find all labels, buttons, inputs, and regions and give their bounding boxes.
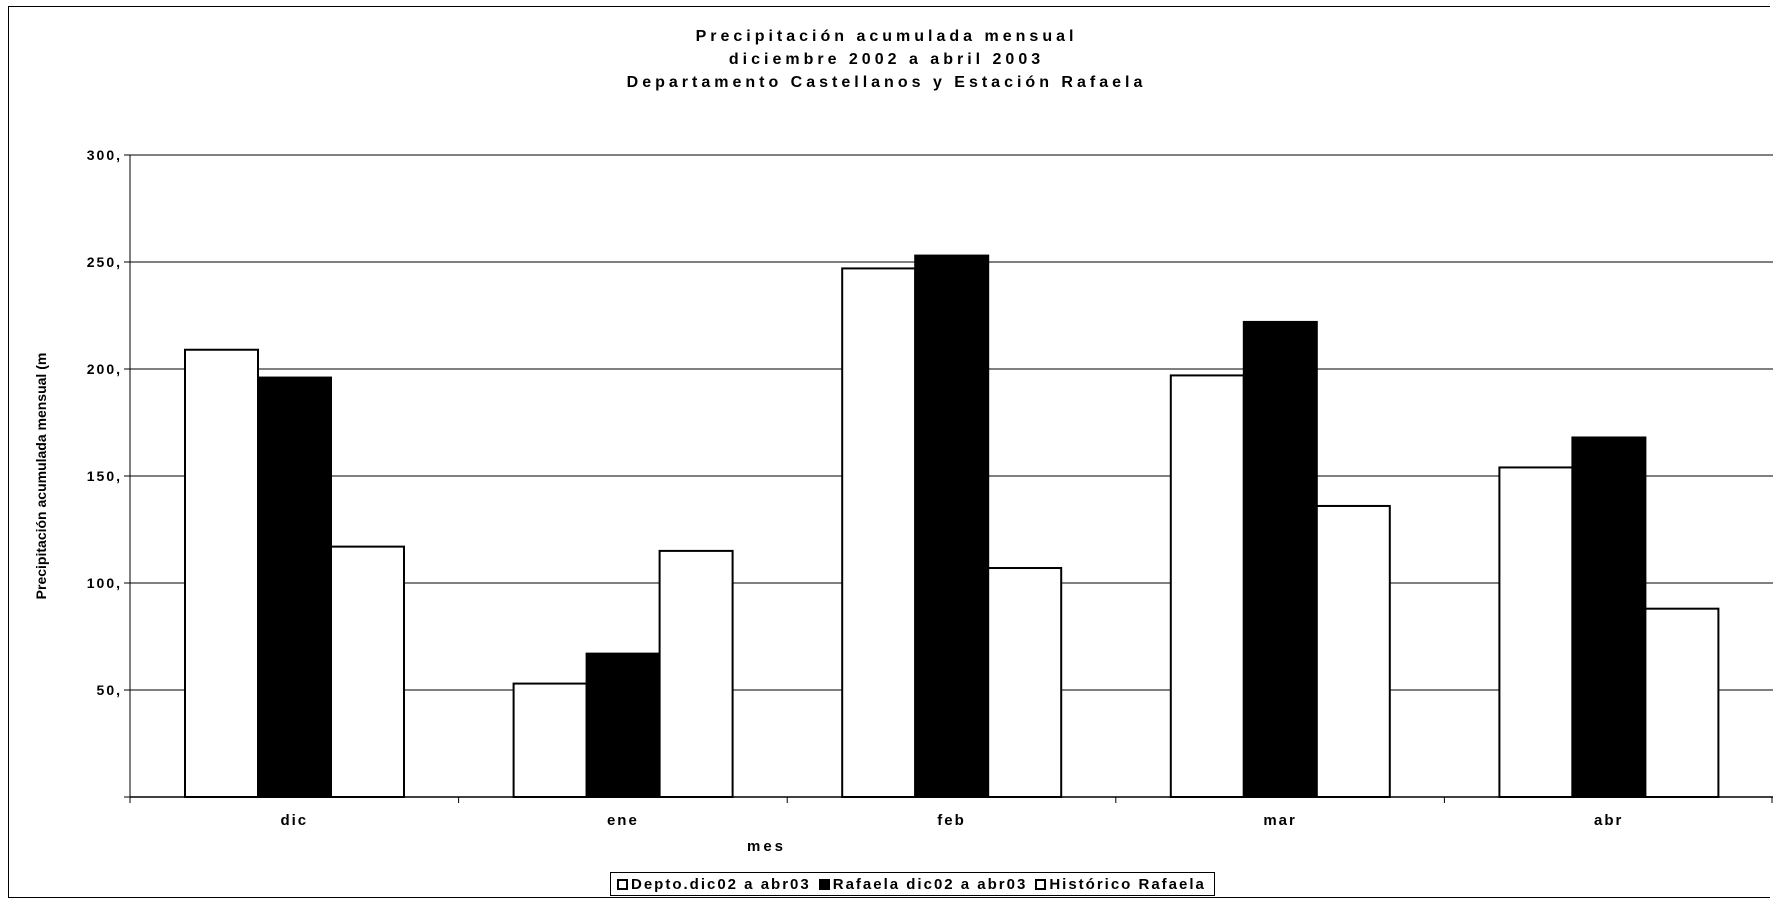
legend-item-historico: Histórico Rafaela	[1035, 876, 1206, 893]
bar-feb-3	[987, 567, 1063, 799]
bar-abr-3	[1644, 607, 1720, 798]
legend-swatch-rafaela	[818, 878, 830, 890]
chart-frame	[8, 6, 1770, 898]
bar-mar-3	[1315, 504, 1391, 798]
legend-label-historico: Histórico Rafaela	[1049, 875, 1206, 893]
chart-title-line-1: Precipitación acumulada mensual	[695, 28, 1078, 45]
bar-mar-1	[1169, 374, 1245, 798]
x-tick-label: abr	[1594, 812, 1623, 829]
y-tick-label: 50,	[97, 682, 122, 698]
legend: Depto.dic02 a abr03 Rafaela dic02 a abr0…	[610, 872, 1215, 896]
y-tick-label: 200,	[87, 361, 122, 377]
chart-title-line-3: Departamento Castellanos y Estación Rafa…	[626, 74, 1147, 91]
y-tick-label: 250,	[87, 254, 122, 270]
bar-ene-1	[512, 682, 588, 799]
bar-feb-2	[914, 254, 990, 798]
chart-title-line-2: diciembre 2002 a abril 2003	[728, 51, 1045, 68]
bar-feb-1	[841, 267, 917, 799]
x-tick-label: ene	[607, 812, 639, 829]
legend-item-depto: Depto.dic02 a abr03	[617, 876, 811, 893]
bar-dic-3	[330, 545, 405, 798]
bar-dic-2	[257, 376, 332, 798]
legend-label-rafaela: Rafaela dic02 a abr03	[832, 875, 1028, 893]
bar-mar-2	[1242, 320, 1318, 798]
y-tick-label: 300,	[87, 147, 122, 163]
y-tick-label: 100,	[87, 575, 122, 591]
legend-label-depto: Depto.dic02 a abr03	[631, 875, 811, 893]
y-axis-title: Precipitación acumulada mensual (m	[33, 353, 49, 600]
bar-abr-2	[1571, 436, 1647, 798]
x-tick-label: dic	[280, 812, 308, 829]
y-tick-label: 150,	[87, 468, 122, 484]
x-tick-label: feb	[937, 812, 966, 829]
legend-item-rafaela: Rafaela dic02 a abr03	[818, 875, 1028, 893]
legend-swatch-depto	[617, 878, 628, 890]
bar-dic-1	[184, 348, 259, 798]
bar-abr-1	[1498, 466, 1574, 798]
bar-ene-3	[658, 549, 734, 799]
bar-ene-2	[585, 652, 661, 798]
x-tick-label: mar	[1263, 812, 1297, 829]
legend-swatch-historico	[1035, 878, 1047, 890]
x-axis-title: mes	[747, 838, 786, 855]
